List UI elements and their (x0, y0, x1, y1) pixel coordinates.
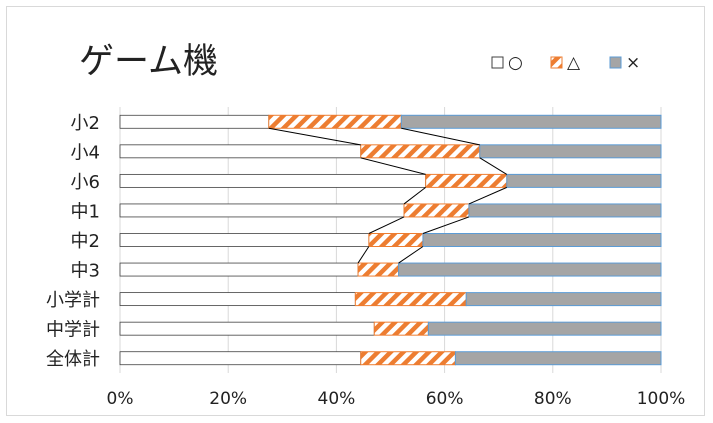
bar-segment-3 (422, 233, 662, 247)
bar-segment-2 (268, 114, 402, 129)
series-line (422, 216, 470, 234)
legend-label: △ (567, 53, 581, 73)
legend: ○ △ × (491, 53, 640, 73)
bar-segment-3 (398, 262, 662, 277)
category-label: 中1 (71, 201, 100, 222)
series-line (479, 157, 508, 175)
x-tick-labels: 0% 20% 40% 60% 80% 100% (107, 389, 686, 409)
category-label: 小6 (71, 172, 100, 193)
series-line (357, 246, 370, 264)
bar-segment-2 (368, 233, 424, 247)
x-tick-label: 80% (534, 389, 572, 409)
bar-segment-3 (479, 144, 662, 159)
bar-segment-1 (119, 233, 370, 247)
bar-segment-1 (119, 173, 427, 188)
bar-segment-1 (119, 351, 362, 366)
x-tick-label: 100% (637, 389, 686, 409)
series-line (401, 127, 480, 146)
series-line (268, 127, 361, 146)
legend-label: × (626, 53, 640, 73)
series-line (368, 216, 405, 234)
bar-segment-1 (119, 321, 375, 336)
series-lines (268, 127, 508, 264)
x-tick-label: 40% (318, 389, 356, 409)
bar-segment-1 (119, 114, 270, 129)
bar-segment-3 (465, 292, 662, 307)
category-label: 中学計 (46, 320, 100, 341)
x-tick-label: 20% (209, 389, 247, 409)
category-label: 全体計 (46, 349, 100, 370)
category-label: 小4 (71, 142, 100, 163)
category-label: 中3 (71, 261, 100, 282)
bars (119, 114, 662, 366)
x-tick-label: 60% (426, 389, 464, 409)
bar-segment-3 (400, 114, 662, 129)
series-line (360, 157, 426, 175)
legend-label: ○ (508, 53, 523, 73)
bar-segment-3 (454, 351, 662, 366)
bar-segment-2 (360, 351, 456, 366)
legend-swatch (550, 56, 563, 69)
category-label: 中2 (71, 231, 100, 252)
series-line (468, 186, 508, 205)
series-line (403, 186, 426, 205)
bar-segment-2 (425, 173, 508, 188)
bar-segment-2 (373, 321, 429, 336)
bar-segment-2 (403, 203, 470, 218)
x-tick-label: 0% (107, 389, 134, 409)
series-line (398, 246, 424, 264)
bar-segment-2 (354, 292, 467, 307)
bar-segment-3 (506, 173, 662, 188)
bar-segment-3 (427, 321, 662, 336)
bar-segment-1 (119, 262, 359, 277)
category-label: 小2 (71, 113, 100, 134)
bar-segment-2 (360, 144, 481, 159)
bar-segment-2 (357, 262, 400, 277)
chart-frame: ゲーム機 ○ △ × 小2 小4 小6 中1 中2 中3 小学計中学計全体計 0% 20% 40% 6… (6, 6, 705, 416)
bar-segment-1 (119, 144, 362, 159)
legend-swatch (609, 56, 622, 69)
bar-segment-3 (468, 203, 662, 218)
legend-swatch (491, 56, 504, 69)
bar-segment-1 (119, 203, 405, 218)
bar-segment-1 (119, 292, 356, 307)
chart-title: ゲーム機 (79, 42, 218, 82)
category-label: 小学計 (46, 290, 100, 311)
